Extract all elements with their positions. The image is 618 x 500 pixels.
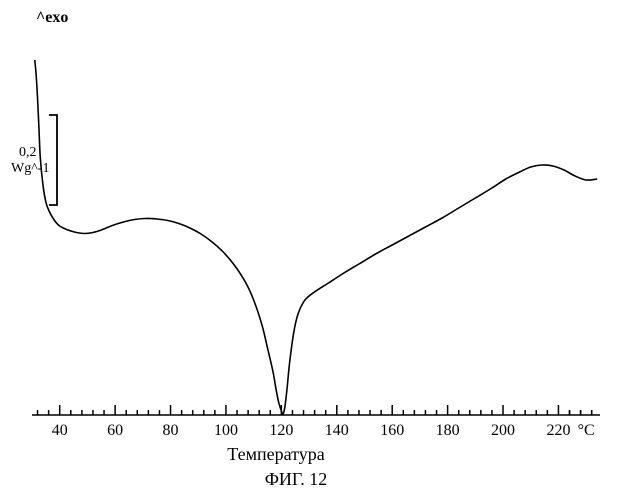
x-tick-label: 140 <box>325 422 349 439</box>
y-scale-bracket <box>49 115 57 205</box>
y-scale-value: 0,2 <box>19 145 37 160</box>
x-tick-label: 40 <box>52 422 68 439</box>
x-tick-label: 120 <box>269 422 293 439</box>
exo-direction-label: ^exo <box>36 9 68 26</box>
x-tick-label: 80 <box>163 422 179 439</box>
x-tick-label: 60 <box>107 422 123 439</box>
x-tick-label: 220 <box>546 422 570 439</box>
dsc-chart: 40 60 80 100 120 140 160 180 200 220 °C Температура… <box>0 0 618 500</box>
x-tick-label: 180 <box>436 422 460 439</box>
y-scale-unit: Wg^-1 <box>11 161 49 176</box>
x-axis-title: Температура <box>227 444 324 464</box>
dsc-curve <box>35 60 597 414</box>
x-unit-label: °C <box>578 422 595 439</box>
figure-caption: ФИГ. 12 <box>265 469 328 489</box>
x-tick-label: 100 <box>214 422 238 439</box>
chart-svg: 40 60 80 100 120 140 160 180 200 220 °C Температура… <box>0 0 618 500</box>
x-tick-label: 160 <box>380 422 404 439</box>
x-tick-label: 200 <box>491 422 515 439</box>
